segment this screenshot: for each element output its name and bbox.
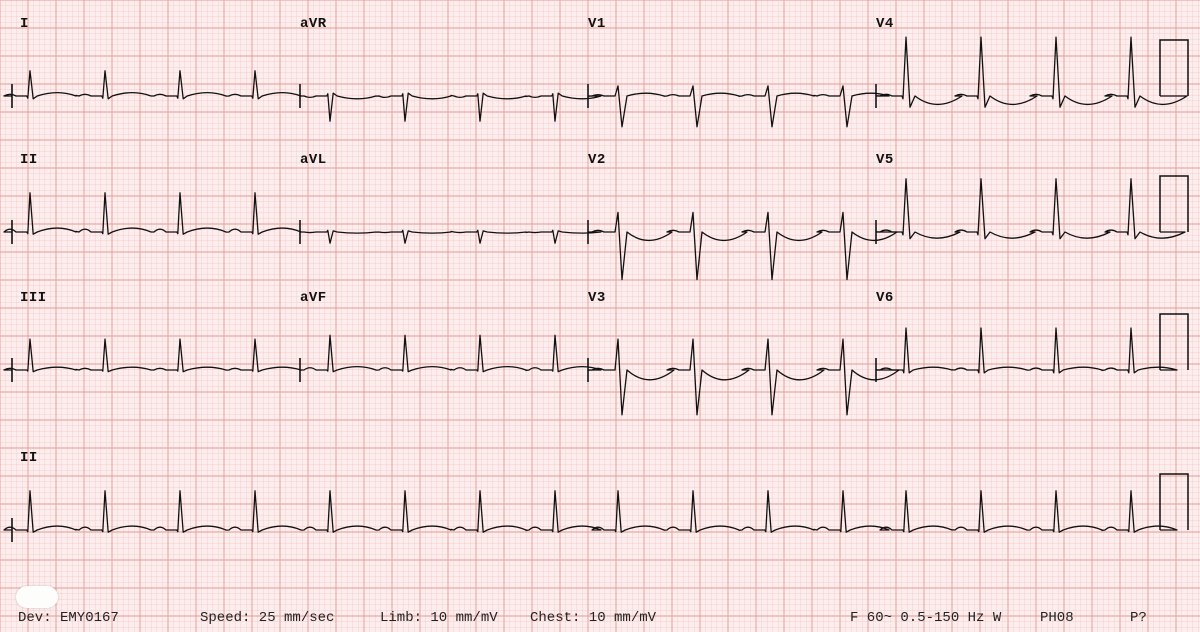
lead-label-V3: V3 <box>588 290 606 306</box>
lead-label-II: II <box>20 152 38 168</box>
footer-speed: Speed: 25 mm/sec <box>200 610 334 626</box>
ecg-strip: IaVR V1 V4 II aVL V2 V5 III aVF V3 V6 II Dev: EMY01… <box>0 0 1200 632</box>
lead-label-V2: V2 <box>588 152 606 168</box>
ecg-traces <box>0 0 1200 632</box>
lead-label-I: I <box>20 16 29 32</box>
lead-label-V1: V1 <box>588 16 606 32</box>
footer-device: Dev: EMY0167 <box>18 610 119 626</box>
capsule-marker <box>16 586 58 608</box>
footer-filter: F 60~ 0.5-150 Hz W <box>850 610 1001 626</box>
footer-p: P? <box>1130 610 1147 626</box>
lead-label-III: III <box>20 290 47 306</box>
lead-label-aVL: aVL <box>300 152 327 168</box>
lead-label-V4: V4 <box>876 16 894 32</box>
lead-label-II: II <box>20 450 38 466</box>
footer-ph: PH08 <box>1040 610 1074 626</box>
lead-label-V6: V6 <box>876 290 894 306</box>
footer-limb: Limb: 10 mm/mV <box>380 610 498 626</box>
lead-label-aVF: aVF <box>300 290 327 306</box>
lead-label-V5: V5 <box>876 152 894 168</box>
footer-chest: Chest: 10 mm/mV <box>530 610 656 626</box>
lead-label-aVR: aVR <box>300 16 327 32</box>
